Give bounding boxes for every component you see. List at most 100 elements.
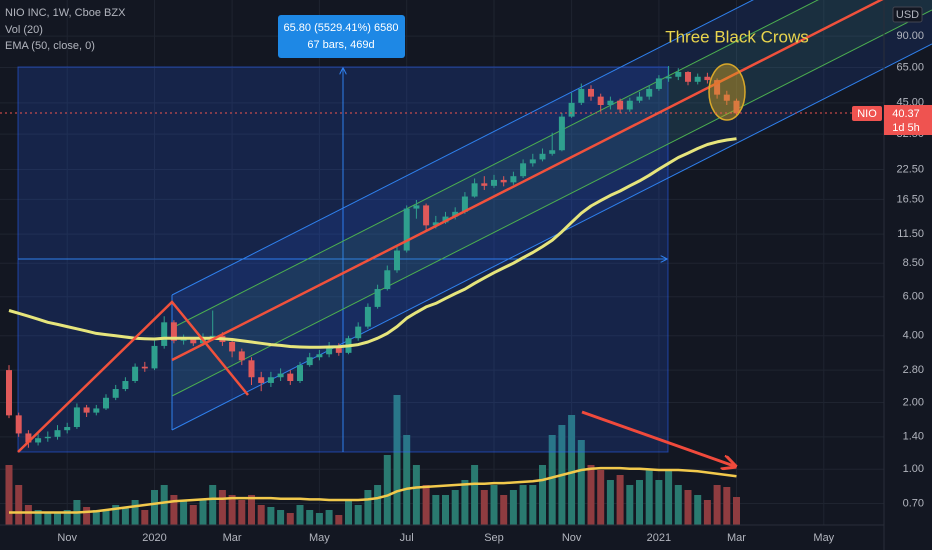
currency: USD: [896, 9, 919, 21]
volume-bar: [102, 510, 110, 525]
lines: [8, 137, 737, 514]
candle-body: [316, 354, 323, 358]
volume-bar: [383, 455, 391, 525]
pattern-highlight: [708, 63, 746, 121]
y-tick-label: 2.00: [903, 396, 924, 408]
candle-body: [267, 377, 274, 383]
volume-bar: [422, 485, 430, 525]
volume-bar: [645, 470, 653, 525]
currency-box: [892, 6, 923, 23]
volume-bar: [519, 485, 527, 525]
candle-body: [520, 163, 527, 177]
measure-price: 65.80 (5529.41%) 6580: [284, 22, 399, 34]
volume-bar: [209, 485, 217, 525]
candle-body: [306, 357, 313, 366]
y-tick-label: 0.70: [903, 497, 924, 509]
volume-bar: [461, 480, 469, 525]
candle-body: [685, 71, 691, 82]
volume-bar: [684, 490, 692, 525]
volume-bar: [723, 487, 731, 525]
x-tick-label: Nov: [562, 532, 582, 544]
volume-bar: [548, 435, 556, 525]
candle-body: [510, 176, 517, 183]
volume-bar: [112, 505, 120, 525]
x-tick-label: Mar: [727, 532, 746, 544]
volume-bar: [393, 395, 401, 525]
volume-bar: [286, 513, 294, 525]
candle-body: [568, 102, 575, 117]
candle-body: [733, 100, 740, 114]
candle-body: [578, 88, 585, 103]
volume-bar: [199, 500, 207, 525]
drawings: 65.80 (5529.41%) 6580 67 bars, 469d Thre…: [0, 0, 884, 466]
volume-bar: [189, 505, 197, 525]
volume-bar: [674, 485, 682, 525]
volume-bar: [490, 485, 498, 525]
volume-bar: [15, 485, 23, 525]
candles: [6, 65, 740, 448]
y-tick-label: 90.00: [896, 30, 924, 42]
candle-body: [151, 345, 158, 369]
candle-body: [675, 71, 682, 77]
volume-bar: [141, 510, 149, 525]
volume-bar: [451, 490, 459, 525]
chart-title: NIO INC, 1W, Cboe BZX: [5, 7, 126, 19]
pattern-label: Three Black Crows: [665, 27, 809, 46]
volume-arrow: [581, 410, 734, 466]
volume-bar: [412, 465, 420, 525]
volume-bar: [480, 490, 488, 525]
y-tick-label: 16.50: [896, 193, 924, 205]
candle-body: [355, 326, 362, 339]
trend-line: [17, 300, 249, 453]
volume-bar: [44, 513, 52, 525]
y-tick-label: 6.00: [903, 291, 924, 303]
candle-body: [35, 438, 42, 443]
volume-bar: [568, 415, 576, 525]
candle-body: [704, 76, 711, 81]
volume-bar: [626, 485, 634, 525]
candle-body: [238, 351, 245, 361]
volume-bar: [180, 500, 188, 525]
volume-bar: [5, 465, 13, 525]
ema-line: [8, 137, 737, 349]
y-tick-label: 65.00: [896, 61, 924, 73]
candle-body: [549, 150, 556, 154]
candle-body: [442, 216, 449, 223]
volume-bar: [92, 510, 100, 525]
y-tick-label: 2.80: [903, 364, 924, 376]
symbol-box: [852, 106, 882, 121]
y-tick-label: 8.50: [903, 257, 924, 269]
candle-body: [461, 196, 468, 212]
volume-bar: [694, 495, 702, 525]
candle-body: [141, 366, 148, 369]
volume-legend: Vol (20): [5, 24, 43, 36]
volume-bar: [733, 497, 740, 525]
candle-body: [723, 94, 730, 101]
x-tick-label: Jul: [400, 532, 414, 544]
candle-body: [161, 322, 168, 346]
candle-body: [452, 211, 459, 217]
candle-body: [413, 205, 420, 209]
volume-bar: [655, 480, 663, 525]
volume-bar: [121, 507, 129, 525]
candle-body: [364, 306, 371, 327]
volume-bar: [257, 505, 265, 525]
ema-legend: EMA (50, close, 0): [5, 40, 95, 52]
volume-bar: [34, 510, 42, 525]
x-tick-label: May: [309, 532, 330, 544]
candle-body: [432, 222, 439, 226]
symbol: NIO: [857, 108, 877, 120]
x-tick-label: Nov: [57, 532, 77, 544]
channel-center: [171, 0, 884, 362]
volume-bar: [151, 490, 158, 525]
volume-bar: [403, 435, 411, 525]
y-tick-label: 4.00: [903, 330, 924, 342]
x-tick-label: May: [813, 532, 834, 544]
candle-body: [384, 270, 391, 290]
candle-body: [248, 360, 255, 378]
volume-bar: [577, 440, 585, 525]
candle-body: [103, 397, 109, 409]
candle-body: [180, 339, 187, 341]
volume-bar: [442, 495, 449, 525]
